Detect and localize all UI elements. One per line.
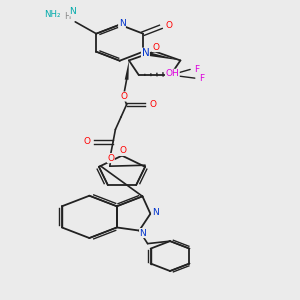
Text: NH₂: NH₂ <box>44 10 60 19</box>
Text: N: N <box>70 7 76 16</box>
Text: N: N <box>152 208 158 217</box>
Text: O: O <box>119 146 126 155</box>
Text: N: N <box>118 19 125 28</box>
Text: O: O <box>107 154 114 163</box>
Text: F: F <box>199 74 204 82</box>
Text: OH: OH <box>166 69 179 78</box>
Text: O: O <box>166 21 173 30</box>
Text: O: O <box>121 92 128 101</box>
Text: O: O <box>149 100 156 109</box>
Text: O: O <box>83 137 90 146</box>
Text: N: N <box>142 48 149 58</box>
Text: F: F <box>194 65 199 74</box>
Text: H: H <box>64 12 70 21</box>
Text: O: O <box>152 43 159 52</box>
Polygon shape <box>142 51 180 60</box>
Text: N: N <box>140 229 146 238</box>
Polygon shape <box>125 60 129 80</box>
